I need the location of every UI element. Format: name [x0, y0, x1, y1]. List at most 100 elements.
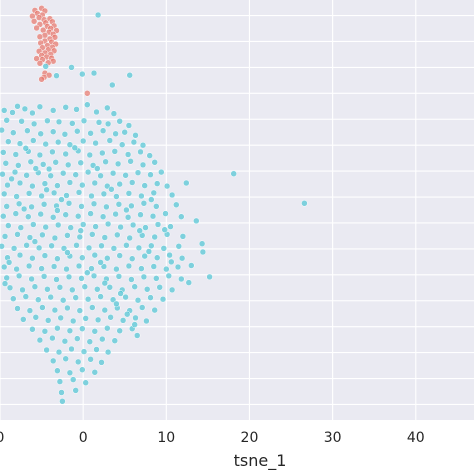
scatter-point-s1-235: [78, 275, 85, 282]
scatter-point-s1-292: [119, 317, 127, 324]
x-tick-labels: 0 0 10 20 30 40: [0, 430, 425, 446]
scatter-point-s1-194: [148, 242, 155, 250]
scatter-point-s1-289: [82, 315, 89, 322]
scatter-point-s1-286: [44, 317, 52, 324]
scatter-point-s1-295: [29, 326, 36, 333]
scatter-point-s1-356: [136, 227, 143, 234]
scatter-point-s1-354: [108, 186, 115, 193]
scatter-point-s1-59: [36, 151, 44, 159]
scatter-point-s1-233: [53, 276, 60, 283]
scatter-point-s1-18: [93, 108, 100, 116]
scatter-point-s1-331: [59, 398, 66, 405]
scatter-point-s1-66: [124, 151, 132, 158]
x-tick-label-0: 0: [0, 430, 4, 446]
grid-lines: [0, 0, 474, 420]
scatter-point-s0-41: [33, 55, 40, 62]
scatter-point-s1-232: [40, 273, 48, 280]
scatter-point-s1-231: [28, 275, 35, 283]
scatter-point-s1-266: [97, 293, 104, 300]
scatter-point-s1-109: [163, 182, 171, 190]
scatter-point-s1-305: [49, 334, 56, 342]
scatter-point-s1-48: [54, 138, 62, 146]
scatter-point-s1-282: [138, 304, 146, 311]
scatter-point-s1-186: [48, 242, 55, 250]
x-axis-label: tsne_1: [234, 451, 287, 471]
scatter-point-s1-5: [90, 69, 98, 77]
scatter-point-s1-329: [58, 389, 65, 396]
scatter-point-s1-265: [84, 295, 92, 303]
scatter-point-s1-236: [90, 272, 98, 280]
scatter-point-s1-223: [125, 262, 133, 270]
scatter-point-s1-106: [128, 179, 136, 186]
scatter-point-s1-175: [101, 234, 109, 241]
scatter-point-s1-150: [149, 212, 157, 220]
scatter-point-s1-10: [14, 103, 21, 110]
scatter-point-s1-234: [65, 273, 73, 281]
scatter-point-s1-124: [3, 203, 10, 210]
scatter-point-s1-238: [115, 273, 123, 280]
scatter-point-s1-272: [14, 305, 21, 312]
scatter-point-s1-72: [39, 161, 47, 168]
scatter-point-s1-137: [173, 201, 180, 209]
scatter-point-s1-193: [135, 244, 143, 252]
scatter-point-s1-242: [165, 272, 173, 280]
scatter-point-s1-176: [114, 231, 121, 239]
scatter-point-s1-263: [59, 296, 67, 304]
scatter-point-s1-84: [23, 172, 30, 179]
scatter-point-s1-165: [154, 221, 162, 228]
scatter-point-s1-7: [126, 71, 133, 79]
scatter-point-s1-335: [20, 205, 28, 213]
scatter-point-s1-46: [30, 137, 37, 144]
scatter-point-s1-243: [178, 275, 185, 283]
scatter-point-s1-120: [125, 190, 133, 197]
scatter-point-s1-97: [16, 179, 24, 187]
scatter-point-s1-139: [12, 210, 20, 217]
scatter-point-s1-87: [59, 169, 67, 177]
scatter-point-s1-73: [52, 159, 59, 166]
scatter-point-s1-210: [153, 254, 161, 261]
scatter-point-s1-249: [56, 284, 64, 291]
scatter-point-s1-130: [78, 203, 85, 210]
scatter-point-s1-177: [126, 234, 133, 242]
scatter-point-s1-179: [151, 233, 158, 241]
scatter-point-s1-245: [6, 284, 14, 292]
scatter-point-s1-17: [84, 101, 91, 108]
scatter-point-s1-184: [23, 242, 30, 249]
scatter-point-s1-258: [168, 286, 176, 294]
scatter-point-s1-9: [0, 107, 8, 114]
scatter-point-s1-301: [104, 324, 111, 332]
scatter-point-s1-116: [75, 189, 83, 196]
scatter-point-s1-102: [79, 181, 86, 189]
scatter-point-s1-75: [77, 159, 84, 167]
scatter-point-s1-125: [15, 200, 23, 208]
scatter-point-s1-273: [26, 307, 34, 314]
scatter-point-s1-248: [44, 286, 51, 293]
scatter-point-s1-44: [5, 138, 12, 145]
scatter-point-s1-49: [66, 141, 74, 148]
scatter-point-s1-83: [11, 168, 19, 176]
scatter-point-s1-310: [111, 337, 119, 344]
scatter-point-s1-226: [163, 265, 170, 273]
scatter-point-s1-309: [99, 335, 106, 343]
scatter-point-s1-348: [183, 179, 190, 187]
scatter-point-s1-95: [158, 168, 165, 176]
scatter-point-s1-78: [114, 160, 122, 168]
scatter-point-s1-291: [107, 314, 114, 321]
scatter-point-s1-29: [104, 120, 112, 128]
scatter-point-s1-275: [51, 306, 59, 314]
scatter-point-s1-222: [113, 265, 120, 273]
scatter-point-s1-138: [0, 212, 7, 220]
scatter-point-s1-319: [74, 358, 82, 366]
scatter-point-s1-149: [137, 211, 144, 218]
scatter-point-s1-2: [68, 64, 75, 71]
scatter-point-s1-246: [19, 286, 26, 294]
scatter-point-s1-307: [74, 335, 81, 342]
scatter-point-s1-159: [79, 221, 87, 228]
scatter-point-s1-152: [178, 213, 185, 220]
scatter-point-s1-60: [49, 148, 56, 156]
scatter-point-s1-71: [27, 158, 35, 166]
scatter-point-s1-147: [112, 210, 119, 218]
scatter-point-s1-314: [80, 348, 88, 355]
scatter-points: [0, 5, 308, 405]
scatter-point-s1-40: [99, 127, 107, 134]
